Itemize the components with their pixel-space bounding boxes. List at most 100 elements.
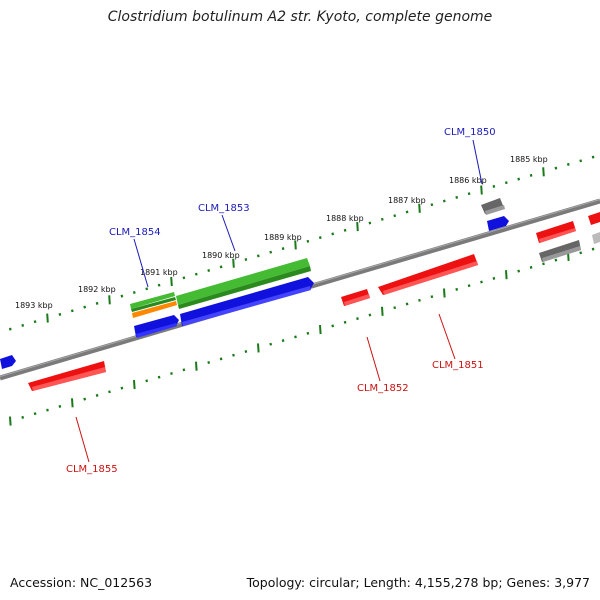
minor-tick	[368, 313, 372, 317]
minor-tick	[157, 375, 161, 379]
minor-tick	[368, 221, 372, 225]
minor-tick	[455, 195, 459, 199]
gene-feature[interactable]	[592, 232, 600, 244]
minor-tick	[244, 350, 248, 353]
minor-tick	[529, 265, 533, 269]
major-tick	[46, 313, 49, 323]
minor-tick	[430, 295, 434, 299]
gene-feature[interactable]	[539, 240, 581, 262]
tick-label-1891: 1891 kbp	[140, 268, 178, 277]
minor-tick	[504, 181, 508, 185]
tick-label-1893: 1893 kbp	[15, 301, 53, 310]
label-connector	[75, 416, 90, 463]
minor-tick	[554, 166, 558, 170]
minor-tick	[331, 232, 335, 236]
minor-tick	[33, 412, 37, 416]
minor-tick	[170, 372, 173, 375]
accession-text: Accession: NC_012563	[10, 575, 153, 590]
major-tick	[257, 343, 260, 353]
tick-label-1892: 1892 kbp	[78, 285, 116, 294]
gene-feature[interactable]	[176, 258, 311, 309]
major-tick	[381, 306, 384, 316]
major-tick	[319, 325, 322, 335]
minor-tick	[145, 287, 149, 291]
minor-tick	[591, 155, 595, 159]
minor-tick	[219, 265, 223, 269]
major-tick	[9, 416, 12, 426]
gene-feature[interactable]	[481, 198, 505, 215]
minor-tick	[318, 236, 322, 240]
minor-tick	[343, 320, 347, 324]
minor-tick	[579, 251, 583, 255]
gene-label-clm-1855[interactable]: CLM_1855	[66, 464, 118, 475]
minor-tick	[269, 250, 273, 254]
cds-feature[interactable]	[0, 355, 16, 369]
major-tick	[542, 167, 545, 177]
gene-label-clm-1851[interactable]: CLM_1851	[432, 360, 484, 371]
tick-label-1889: 1889 kbp	[264, 233, 302, 242]
cds-feature[interactable]	[341, 289, 370, 306]
minor-tick	[281, 247, 285, 251]
gene-label-clm-1853[interactable]: CLM_1853	[198, 203, 250, 214]
minor-tick	[108, 390, 111, 394]
minor-tick	[182, 368, 186, 372]
minor-tick	[244, 258, 248, 261]
minor-tick	[542, 262, 545, 266]
major-tick	[71, 398, 74, 408]
cds-feature[interactable]	[487, 216, 509, 231]
major-tick	[232, 258, 235, 268]
gene-label-clm-1854[interactable]: CLM_1854	[109, 227, 161, 238]
minor-tick	[430, 203, 434, 207]
tick-label-1890: 1890 kbp	[202, 251, 240, 260]
cds-feature[interactable]	[28, 361, 106, 391]
minor-tick	[566, 162, 570, 166]
major-tick	[505, 270, 508, 280]
minor-tick	[343, 228, 347, 232]
gene-feature[interactable]	[132, 301, 177, 318]
minor-tick	[33, 320, 37, 324]
minor-tick	[95, 393, 99, 397]
minor-tick	[517, 177, 521, 181]
minor-tick	[132, 291, 136, 294]
cds-feature[interactable]	[180, 277, 314, 326]
minor-tick	[21, 415, 25, 419]
major-tick	[195, 361, 198, 371]
minor-tick	[306, 331, 310, 335]
minor-tick	[157, 283, 161, 287]
minor-tick	[21, 323, 25, 327]
cds-feature[interactable]	[378, 254, 478, 295]
label-connector	[472, 139, 483, 185]
major-tick	[356, 222, 359, 232]
minor-tick	[393, 214, 397, 218]
major-tick	[294, 240, 297, 250]
minor-tick	[281, 339, 285, 343]
gene-label-clm-1850[interactable]: CLM_1850	[444, 127, 496, 138]
minor-tick	[83, 397, 87, 401]
minor-tick	[492, 184, 496, 188]
gene-feature[interactable]	[130, 292, 176, 312]
topology-summary: Topology: circular; Length: 4,155,278 bp…	[246, 575, 590, 590]
minor-tick	[591, 247, 595, 251]
major-tick	[170, 276, 173, 287]
minor-tick	[356, 317, 359, 321]
minor-tick	[256, 254, 260, 258]
cds-feature[interactable]	[134, 315, 179, 338]
minor-tick	[182, 276, 186, 280]
minor-tick	[207, 361, 211, 364]
major-tick	[133, 379, 136, 390]
label-connector	[221, 214, 236, 252]
gene-label-clm-1852[interactable]: CLM_1852	[357, 383, 409, 394]
upper-tick-ring	[8, 155, 595, 331]
tick-label-1885: 1885 kbp	[510, 155, 548, 164]
cds-feature[interactable]	[536, 221, 576, 243]
tick-label-1886: 1886 kbp	[449, 176, 487, 185]
minor-tick	[418, 298, 421, 302]
cds-feature[interactable]	[588, 212, 600, 225]
minor-tick	[467, 192, 471, 196]
minor-tick	[194, 272, 198, 276]
minor-tick	[207, 269, 211, 272]
minor-tick	[467, 284, 471, 288]
minor-tick	[554, 258, 558, 262]
major-tick	[108, 295, 111, 305]
